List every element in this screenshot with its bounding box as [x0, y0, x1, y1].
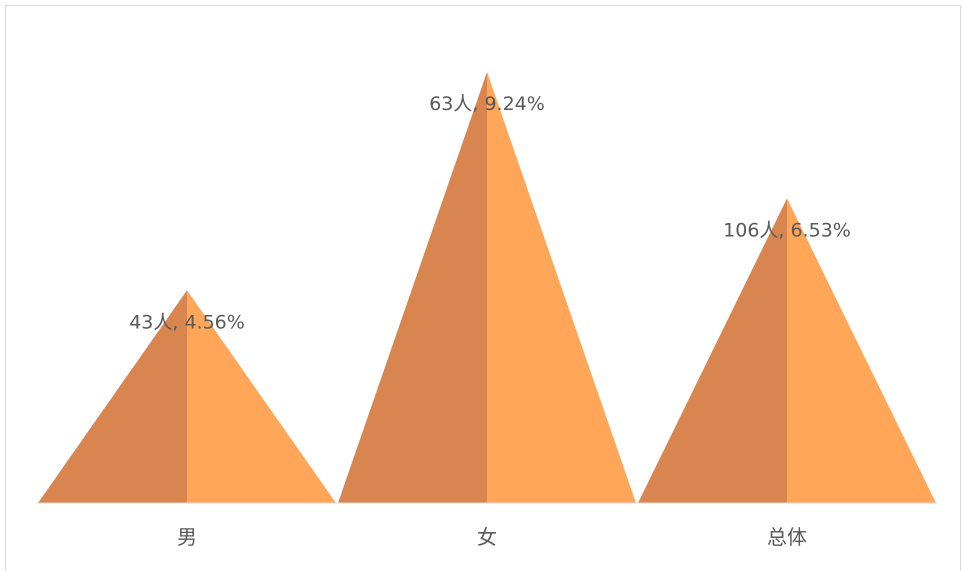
triangle-bar-left-face — [38, 290, 187, 503]
data-label: 63人, 9.24% — [429, 93, 545, 115]
triangle-bar-right-face — [787, 198, 936, 503]
chart-marks — [38, 72, 936, 503]
category-tick-label: 男 — [177, 525, 197, 549]
data-label: 43人, 4.56% — [129, 311, 245, 333]
triangle-bar-left-face — [638, 198, 787, 503]
category-tick-label: 女 — [477, 525, 497, 549]
chart-frame — [5, 5, 961, 571]
data-label: 106人, 6.53% — [723, 219, 851, 241]
triangle-bar-right-face — [487, 72, 636, 503]
category-tick-label: 总体 — [767, 525, 807, 549]
triangle-bar-left-face — [338, 72, 487, 503]
triangle-bar-right-face — [187, 290, 336, 503]
chart-labels: 43人, 4.56% 男 63人, 9.24% 女 106人, 6.53% 总体 — [129, 93, 851, 549]
